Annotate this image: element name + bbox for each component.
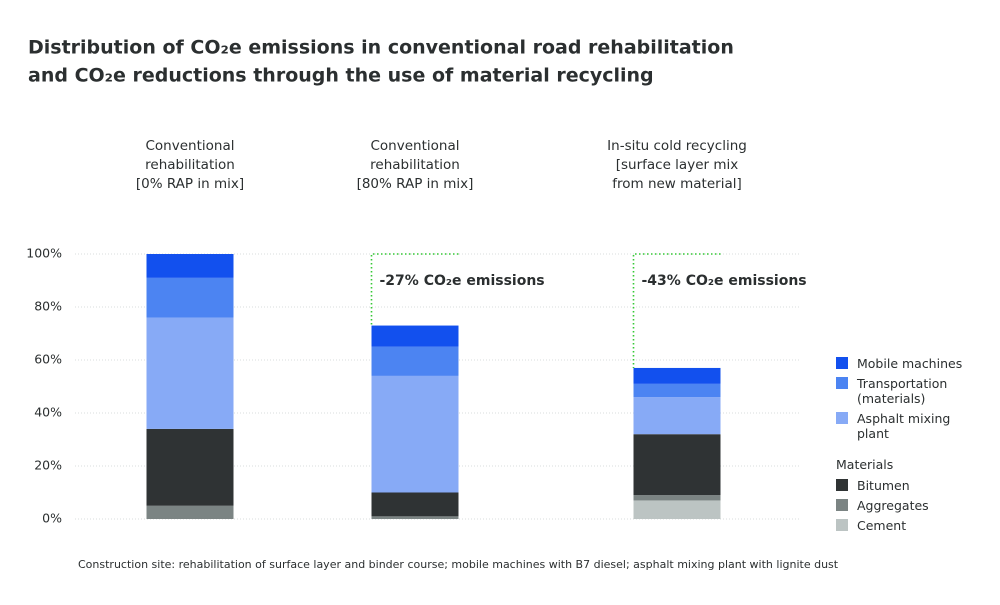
legend-entry: Cement — [836, 518, 996, 533]
annotation: -43% CO₂e emissions — [642, 273, 807, 289]
annotation-bracket — [632, 253, 721, 368]
y-tick-label: 40% — [34, 405, 62, 420]
legend-entry: Mobile machines — [836, 356, 996, 371]
x-category-label: Conventional — [146, 138, 235, 154]
legend-swatch — [836, 519, 848, 531]
legend-label: Transportation (materials) — [857, 376, 948, 406]
legend-entry: Bitumen — [836, 478, 996, 493]
y-tick-label: 100% — [26, 246, 62, 261]
legend-swatch — [836, 479, 848, 491]
legend-swatch — [836, 377, 848, 389]
x-category-label: [surface layer mix — [616, 157, 739, 173]
y-tick-label: 80% — [34, 299, 62, 314]
bar-segment — [633, 367, 721, 384]
y-tick-label: 60% — [34, 352, 62, 367]
bar-segment — [146, 277, 234, 318]
annotation: -27% CO₂e emissions — [380, 273, 545, 289]
legend-label: Aggregates — [857, 498, 929, 513]
legend-swatch — [836, 357, 848, 369]
bar-segment — [371, 325, 459, 347]
bar-segment — [633, 397, 721, 435]
x-category-label: rehabilitation — [370, 157, 460, 173]
footnote: Construction site: rehabilitation of sur… — [78, 558, 839, 571]
x-category-label: In-situ cold recycling — [607, 138, 747, 154]
x-category-label: from new material] — [612, 176, 742, 192]
legend-group-title: Materials — [836, 457, 894, 472]
legend-label: Asphalt mixing plant — [857, 411, 951, 441]
chart-title: Distribution of CO₂e emissions in conven… — [28, 37, 734, 59]
bar-segment — [633, 495, 721, 501]
bar-segment — [146, 317, 234, 429]
bar-segment — [371, 346, 459, 376]
bar-segment — [633, 383, 721, 398]
x-category-label: rehabilitation — [145, 157, 235, 173]
x-category-label: [80% RAP in mix] — [357, 176, 474, 192]
chart-title: and CO₂e reductions through the use of m… — [28, 65, 654, 87]
bar-segment — [633, 500, 721, 519]
x-category-label: Conventional — [371, 138, 460, 154]
bar-segment — [146, 505, 234, 519]
legend-swatch — [836, 499, 848, 511]
legend-label: Bitumen — [857, 478, 910, 493]
y-tick-label: 20% — [34, 458, 62, 473]
bar-segment — [146, 254, 234, 278]
bar-segment — [633, 434, 721, 496]
legend-entry: Aggregates — [836, 498, 996, 513]
legend-entry: Transportation (materials) — [836, 376, 996, 406]
legend-entry: Asphalt mixing plant — [836, 411, 996, 441]
y-tick-label: 0% — [42, 511, 62, 526]
legend-label: Mobile machines — [857, 356, 963, 371]
bar-segment — [371, 375, 459, 493]
x-category-label: [0% RAP in mix] — [136, 176, 244, 192]
bar-segment — [371, 492, 459, 517]
annotation-bracket — [370, 253, 459, 326]
legend-label: Cement — [857, 518, 907, 533]
legend-swatch — [836, 412, 848, 424]
bar-segment — [146, 428, 234, 506]
legend: Mobile machines Transportation (materials… — [836, 356, 996, 538]
bar-segment — [371, 516, 459, 519]
